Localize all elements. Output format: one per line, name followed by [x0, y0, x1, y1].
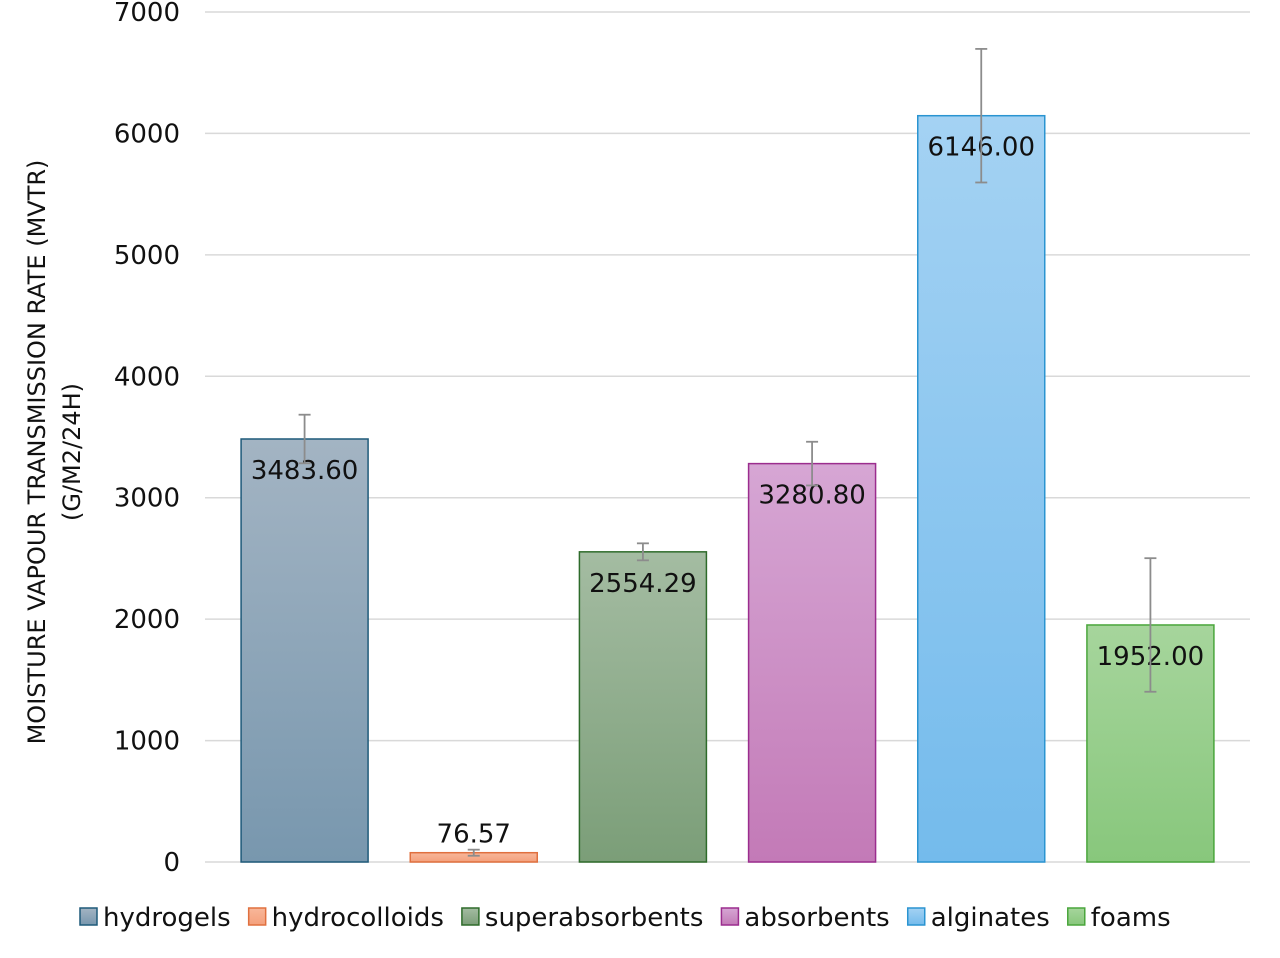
error-bar-foams [1144, 557, 1157, 693]
legend-label: foams [1091, 903, 1171, 933]
y-axis-title-line-2: (G/M2/24H) [58, 383, 86, 521]
legend-item-superabsorbents: superabsorbents [461, 903, 704, 933]
y-axis-ticks: 0 1000 2000 3000 4000 5000 6000 7000 [114, 0, 180, 878]
legend-swatch [461, 907, 480, 926]
legend-swatch [720, 907, 740, 926]
data-label-superabsorbents: 2554.29 [589, 569, 697, 599]
bar-alginates [917, 114, 1046, 863]
y-tick-label: 2000 [114, 605, 180, 635]
y-tick-label: 3000 [114, 484, 180, 514]
legend-item-hydrogels: hydrogels [79, 903, 231, 933]
legend-label: alginates [931, 903, 1050, 933]
y-axis-title-line-1: MOISTURE VAPOUR TRANSMISSION RATE (MVTR) [23, 160, 51, 745]
y-tick-label: 1000 [114, 727, 180, 757]
y-axis-title: MOISTURE VAPOUR TRANSMISSION RATE (MVTR)… [23, 160, 86, 745]
legend-item-alginates: alginates [906, 903, 1050, 933]
y-tick-label: 6000 [114, 119, 180, 149]
error-bars [298, 48, 1157, 857]
legend-item-hydrocolloids: hydrocolloids [247, 903, 444, 933]
error-bar-absorbents [806, 440, 819, 487]
gridlines [205, 11, 1250, 863]
error-bar-superabsorbents [636, 542, 649, 562]
legend-swatch [247, 907, 267, 926]
legend-item-foams: foams [1067, 903, 1171, 933]
legend-label: absorbents [744, 903, 889, 933]
y-tick-label: 7000 [114, 0, 180, 28]
bar-hydrogels [240, 438, 369, 863]
legend-label: hydrogels [103, 903, 231, 933]
legend: hydrogels hydrocolloids superabsorbents abs… [79, 903, 1171, 933]
y-tick-label: 4000 [114, 362, 180, 392]
error-bar-hydrogels [298, 413, 311, 465]
legend-label: superabsorbents [485, 903, 704, 933]
legend-item-absorbents: absorbents [720, 903, 890, 933]
bar-absorbents [747, 462, 877, 863]
legend-swatch [906, 907, 926, 926]
bars [240, 114, 1215, 863]
error-bar-alginates [975, 48, 988, 184]
y-tick-label: 0 [163, 848, 180, 878]
legend-swatch [1067, 907, 1086, 926]
y-tick-label: 5000 [114, 241, 180, 271]
data-label-hydrocolloids: 76.57 [437, 820, 511, 850]
error-bar-hydrocolloids [467, 848, 480, 857]
bar-superabsorbents [578, 551, 708, 863]
legend-label: hydrocolloids [272, 903, 444, 933]
legend-swatch [79, 907, 98, 926]
